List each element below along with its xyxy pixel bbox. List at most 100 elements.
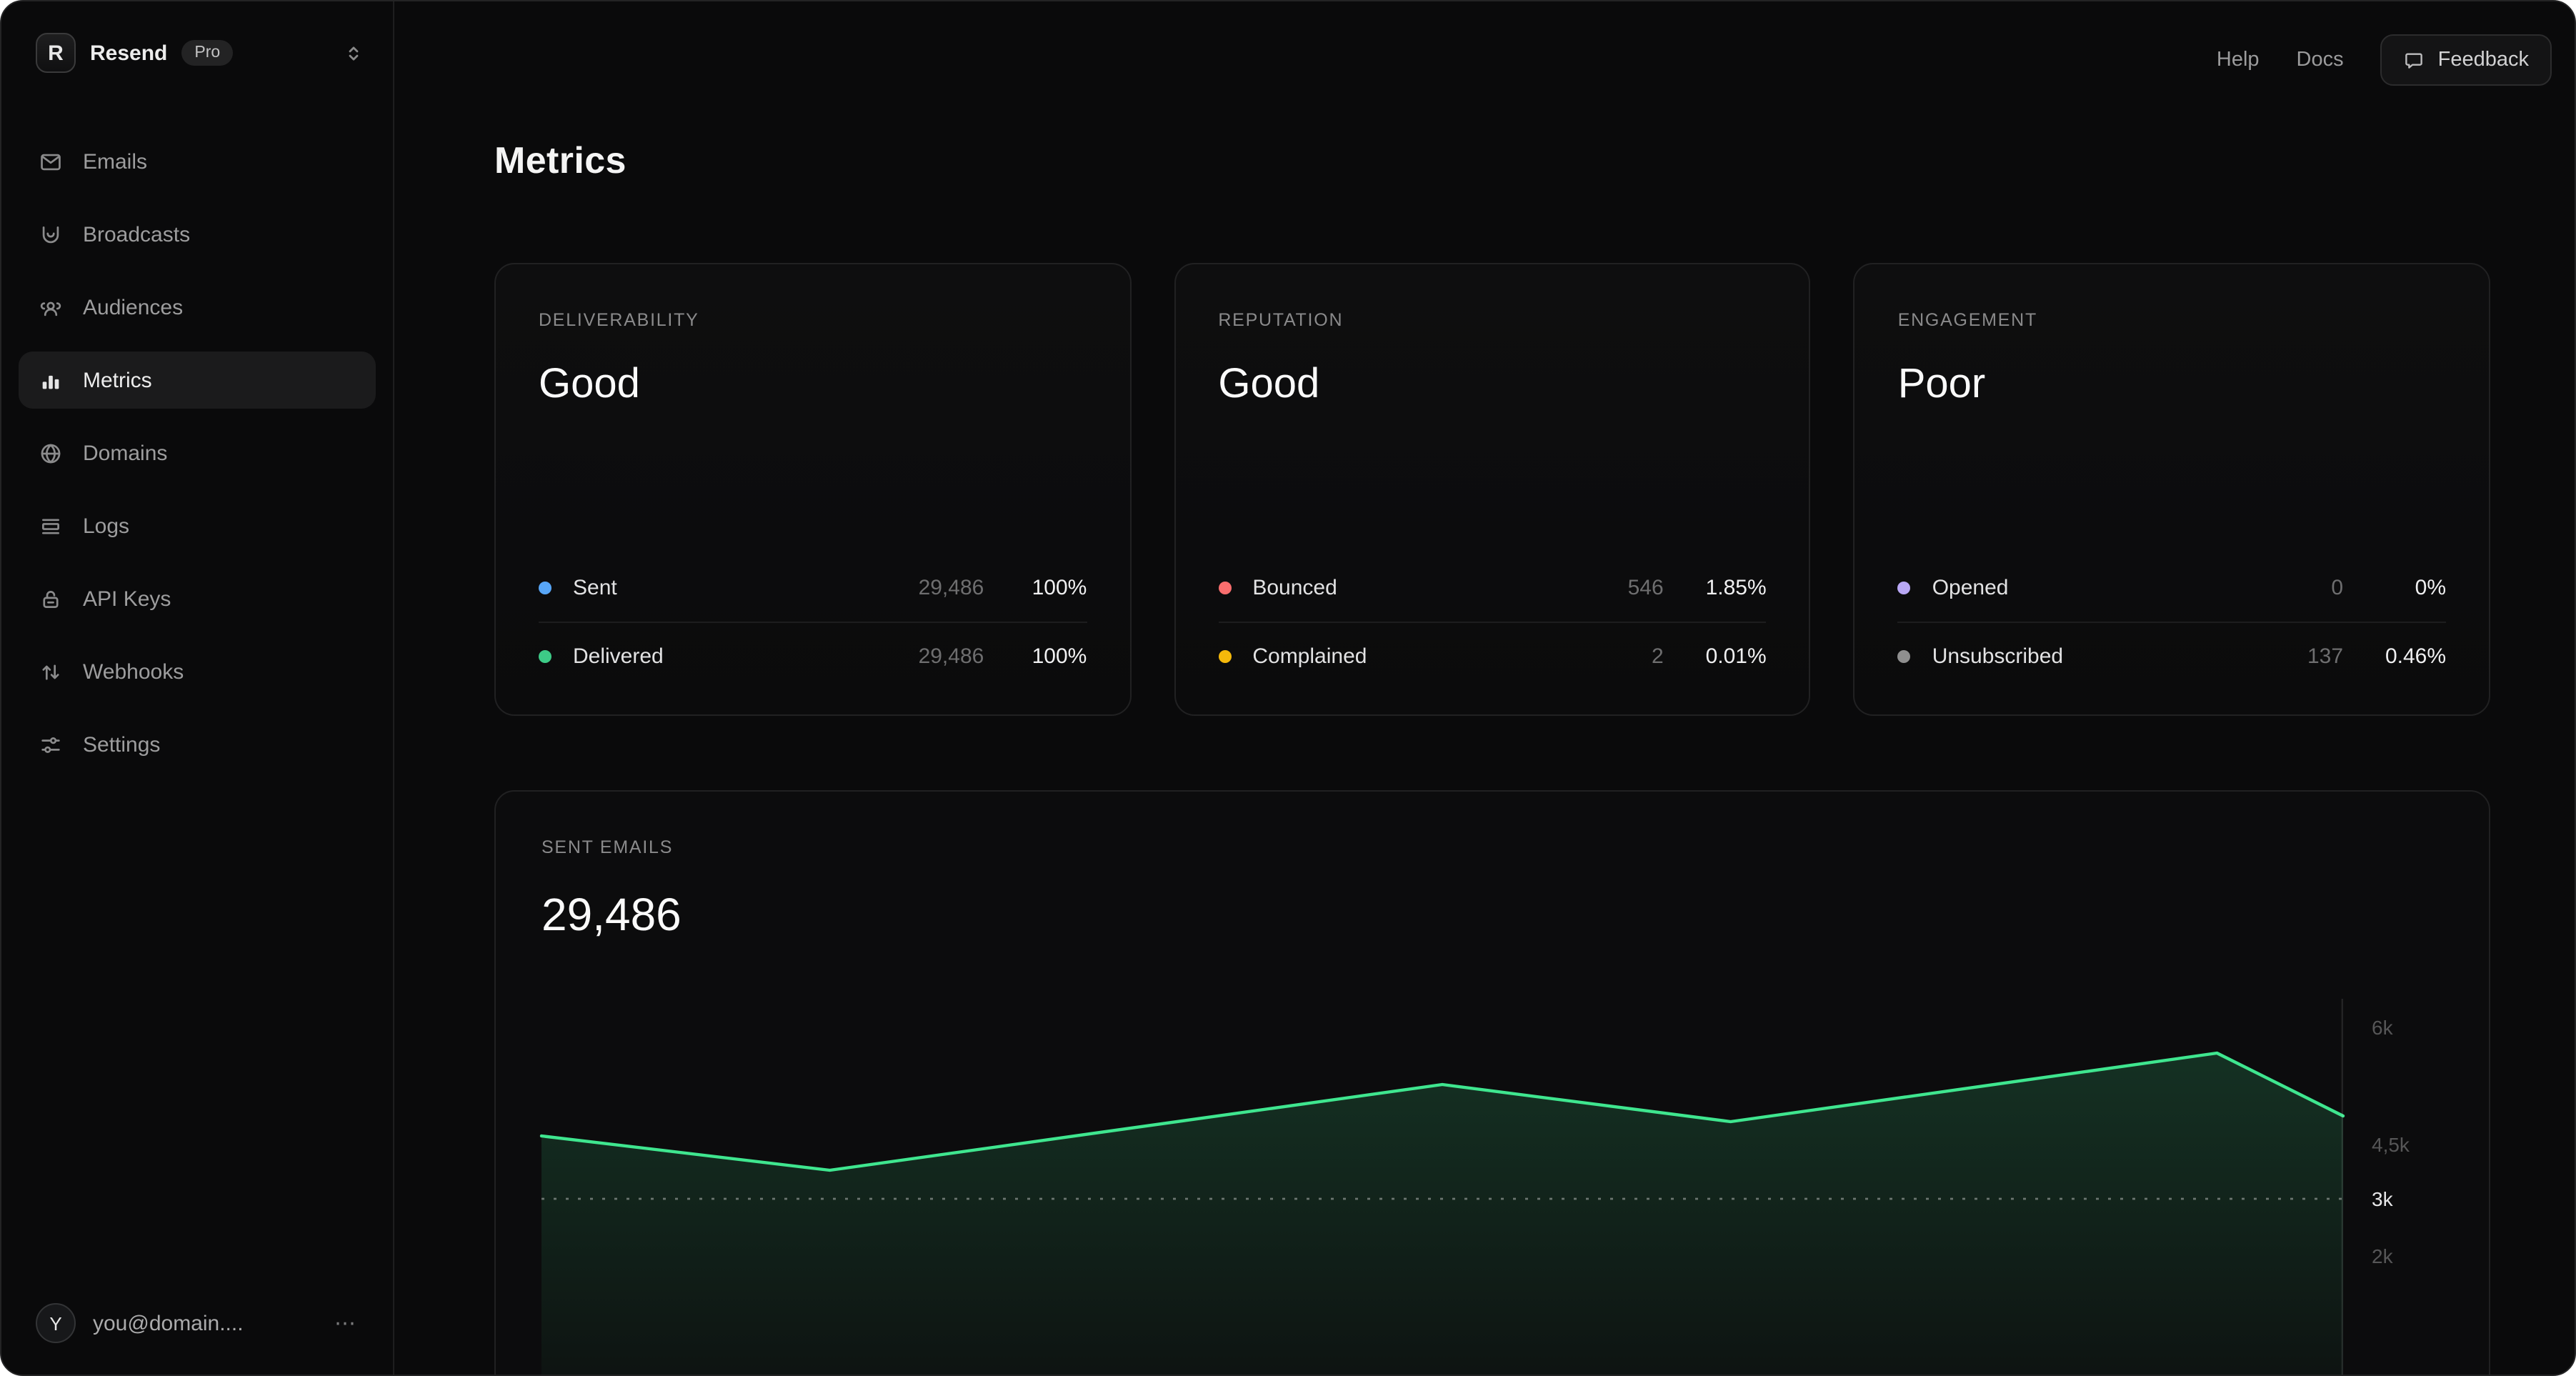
stat-row-sent: Sent 29,486 100% <box>539 554 1087 622</box>
card-rows: Opened 0 0% Unsubscribed 137 0.46% <box>1897 554 2447 703</box>
users-icon <box>39 295 63 319</box>
sidebar-item-broadcasts[interactable]: Broadcasts <box>19 206 376 263</box>
deliverability-status: Good <box>539 362 640 407</box>
sent-line <box>539 1051 2345 1172</box>
opened-dot <box>1897 582 1911 594</box>
sidebar-item-metrics[interactable]: Metrics <box>19 352 376 409</box>
sidebar-item-label: Webhooks <box>83 659 184 684</box>
sidebar-item-label: Settings <box>83 732 161 757</box>
card-label: ENGAGEMENT <box>1897 310 2037 330</box>
engagement-status: Poor <box>1897 362 1986 407</box>
reputation-card: REPUTATION Good Bounced 546 1.85% Compla… <box>1174 263 1811 716</box>
card-label: DELIVERABILITY <box>539 310 699 330</box>
resend-logo-letter: R <box>48 41 64 65</box>
user-account-row[interactable]: Y you@domain.... ⋯ <box>19 1292 376 1355</box>
stat-value: 546 <box>1627 576 1664 600</box>
stat-pct: 0.46% <box>2385 644 2447 668</box>
feedback-button[interactable]: Feedback <box>2380 34 2552 86</box>
stat-value: 137 <box>2307 644 2344 668</box>
org-switcher[interactable]: R Resend Pro <box>1 1 393 73</box>
ellipsis-menu-icon[interactable]: ⋯ <box>334 1312 359 1336</box>
bounced-dot <box>1218 582 1232 594</box>
sidebar-item-api-keys[interactable]: API Keys <box>19 570 376 627</box>
bar-chart-icon <box>39 368 63 392</box>
complained-dot <box>1218 649 1232 662</box>
feedback-label: Feedback <box>2437 49 2529 71</box>
deliverability-card: DELIVERABILITY Good Sent 29,486 100% Del… <box>494 263 1132 716</box>
avatar-initial: Y <box>49 1312 62 1334</box>
chevron-up-down-icon[interactable] <box>343 42 364 64</box>
stat-name: Sent <box>573 576 617 600</box>
stat-pct: 0% <box>2415 576 2447 600</box>
stat-row-bounced: Bounced 546 1.85% <box>1218 554 1767 622</box>
sidebar-item-label: Domains <box>83 441 168 465</box>
y-axis-tick: 3k <box>2372 1187 2393 1210</box>
sent-area <box>541 1053 2343 1375</box>
chart-head: SENT EMAILS 29,486 <box>496 792 2489 942</box>
card-rows: Sent 29,486 100% Delivered 29,486 100% <box>539 554 1087 703</box>
stat-pct: 1.85% <box>1705 576 1767 600</box>
card-label: REPUTATION <box>1218 310 1344 330</box>
sliders-icon <box>39 732 63 757</box>
sent-dot <box>539 582 551 594</box>
y-axis-tick: 2k <box>2372 1245 2393 1267</box>
sidebar-item-domains[interactable]: Domains <box>19 424 376 482</box>
sidebar-item-webhooks[interactable]: Webhooks <box>19 643 376 700</box>
rows-icon <box>39 514 63 538</box>
sent-emails-label: SENT EMAILS <box>541 837 674 857</box>
summary-cards-row: DELIVERABILITY Good Sent 29,486 100% Del… <box>494 263 2491 716</box>
lock-icon <box>39 587 63 611</box>
sidebar-item-label: Audiences <box>83 295 184 319</box>
stat-pct: 100% <box>1032 576 1087 600</box>
arrows-up-down-icon <box>39 659 63 684</box>
sidebar-item-logs[interactable]: Logs <box>19 497 376 554</box>
stat-row-opened: Opened 0 0% <box>1897 554 2447 622</box>
stat-row-complained: Complained 2 0.01% <box>1218 622 1767 689</box>
resend-logo: R <box>36 33 76 73</box>
help-link[interactable]: Help <box>2216 49 2260 71</box>
envelope-icon <box>39 149 63 174</box>
topbar: Help Docs Feedback <box>2217 34 2552 86</box>
y-axis-tick: 6k <box>2372 1016 2393 1039</box>
docs-link[interactable]: Docs <box>2296 49 2344 71</box>
stat-name: Complained <box>1252 644 1367 668</box>
brand-name: Resend <box>90 41 168 65</box>
sent-emails-card: SENT EMAILS 29,486 <box>494 790 2490 1375</box>
broadcast-icon <box>39 222 63 246</box>
sent-emails-chart <box>539 999 2345 1375</box>
stat-value: 29,486 <box>918 576 984 600</box>
user-email: you@domain.... <box>93 1311 244 1335</box>
sent-emails-total: 29,486 <box>541 889 682 940</box>
sidebar-item-label: Emails <box>83 149 148 174</box>
stat-value: 0 <box>2331 576 2344 600</box>
stat-name: Bounced <box>1252 576 1337 600</box>
plan-badge: Pro <box>181 40 234 66</box>
sidebar-nav: Emails Broadcasts Audiences Metrics Doma… <box>19 133 376 773</box>
sidebar-item-label: API Keys <box>83 587 171 611</box>
stat-row-delivered: Delivered 29,486 100% <box>539 622 1087 689</box>
page-title: Metrics <box>494 139 626 181</box>
stat-row-unsubscribed: Unsubscribed 137 0.46% <box>1897 622 2447 689</box>
unsubscribed-dot <box>1897 649 1911 662</box>
stat-value: 2 <box>1652 644 1664 668</box>
sidebar-item-label: Broadcasts <box>83 222 191 246</box>
speech-bubble-icon <box>2404 49 2425 71</box>
sidebar-item-audiences[interactable]: Audiences <box>19 279 376 336</box>
delivered-dot <box>539 649 551 662</box>
card-rows: Bounced 546 1.85% Complained 2 0.01% <box>1218 554 1767 703</box>
globe-icon <box>39 441 63 465</box>
engagement-card: ENGAGEMENT Poor Opened 0 0% Unsubscribed <box>1853 263 2491 716</box>
reputation-status: Good <box>1218 362 1320 407</box>
sidebar-item-emails[interactable]: Emails <box>19 133 376 190</box>
stat-value: 29,486 <box>918 644 984 668</box>
sidebar-item-settings[interactable]: Settings <box>19 716 376 773</box>
sent-emails-plot <box>539 999 2345 1375</box>
stat-pct: 0.01% <box>1705 644 1767 668</box>
avatar: Y <box>36 1303 76 1343</box>
y-axis-tick: 4,5k <box>2372 1133 2410 1156</box>
main-area: Help Docs Feedback Metrics DELIVERABILIT… <box>394 1 2575 1375</box>
sidebar: R Resend Pro Emails Broadcasts Audiences <box>1 1 394 1375</box>
sidebar-item-label: Logs <box>83 514 130 538</box>
stat-name: Unsubscribed <box>1932 644 2064 668</box>
